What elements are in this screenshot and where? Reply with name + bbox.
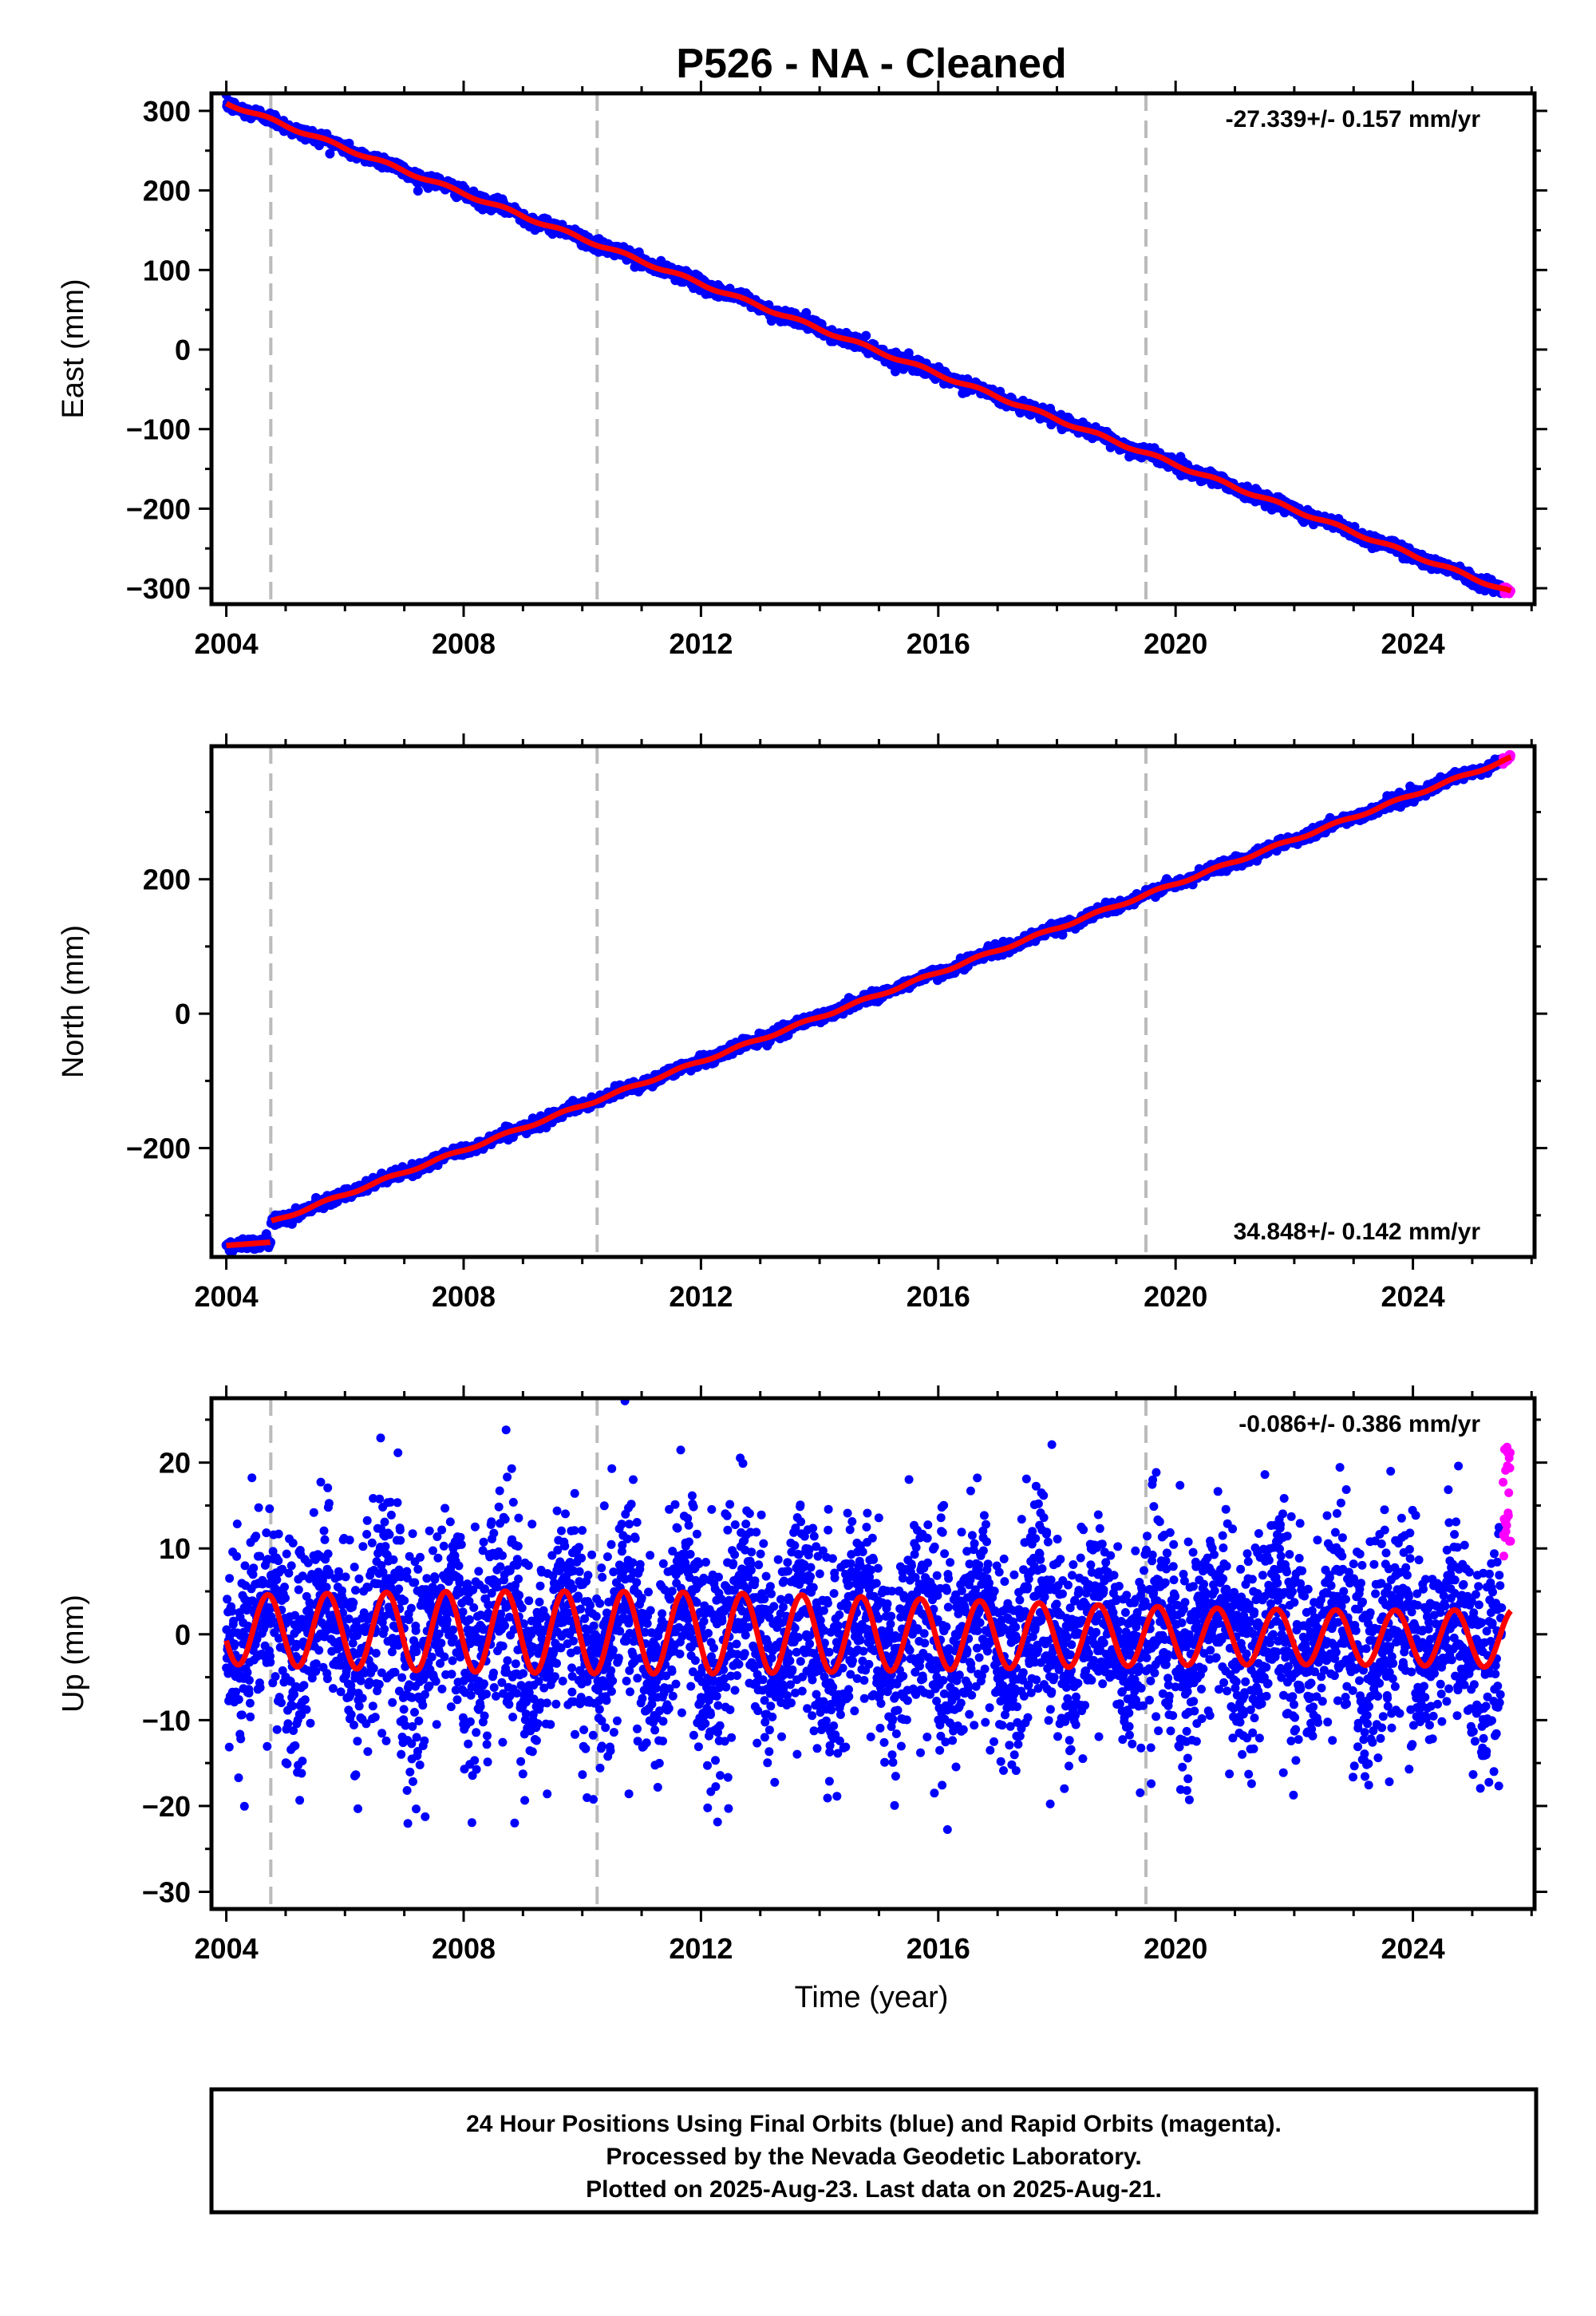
rate-annotation-east: -27.339+/- 0.157 mm/yr [1226,106,1481,132]
x-tick-label-north: 2008 [432,1280,496,1313]
y-tick-label-east: 0 [175,334,191,366]
x-tick-label-east: 2020 [1144,627,1207,660]
x-tick-label-north: 2024 [1381,1280,1445,1313]
rate-annotation-north: 34.848+/- 0.142 mm/yr [1234,1219,1481,1245]
y-tick-label-east: −300 [126,572,191,605]
y-tick-label-north: −200 [126,1132,191,1165]
x-tick-label-east: 2012 [669,627,733,660]
y-tick-label-north: 0 [175,998,191,1030]
y-tick-label-east: 300 [143,95,191,128]
y-tick-label-north: 200 [143,864,191,896]
y-tick-label-east: 100 [143,254,191,287]
obs-point-east-1198 [861,330,871,341]
x-tick-label-north: 2016 [907,1280,970,1313]
panel-north: 200 0 −200 2004 2008 2012 2016 2020 2024 North (m… [57,733,1547,1313]
obs-point-east-194 [325,148,335,159]
x-tick-label-north: 2020 [1144,1280,1207,1313]
y-axis-label-east: East (mm) [57,279,90,418]
obs-point-east-359 [413,186,423,196]
model-line-east [223,101,1513,594]
y-tick-label-east: −200 [126,492,191,525]
x-tick-label-north: 2012 [669,1280,733,1313]
y-tick-label-east: −100 [126,413,191,446]
x-tick-label-east: 2008 [432,627,496,660]
chart-title: P526 - NA - Cleaned [676,41,1066,87]
x-tick-label-east: 2024 [1381,627,1445,660]
x-tick-label-east: 2004 [195,627,259,660]
y-tick-label-east: 200 [143,175,191,207]
x-tick-label-north: 2004 [195,1280,259,1313]
y-axis-label-north: North (mm) [57,925,90,1078]
observations-north [221,754,1507,1256]
x-tick-label-east: 2016 [907,627,970,660]
